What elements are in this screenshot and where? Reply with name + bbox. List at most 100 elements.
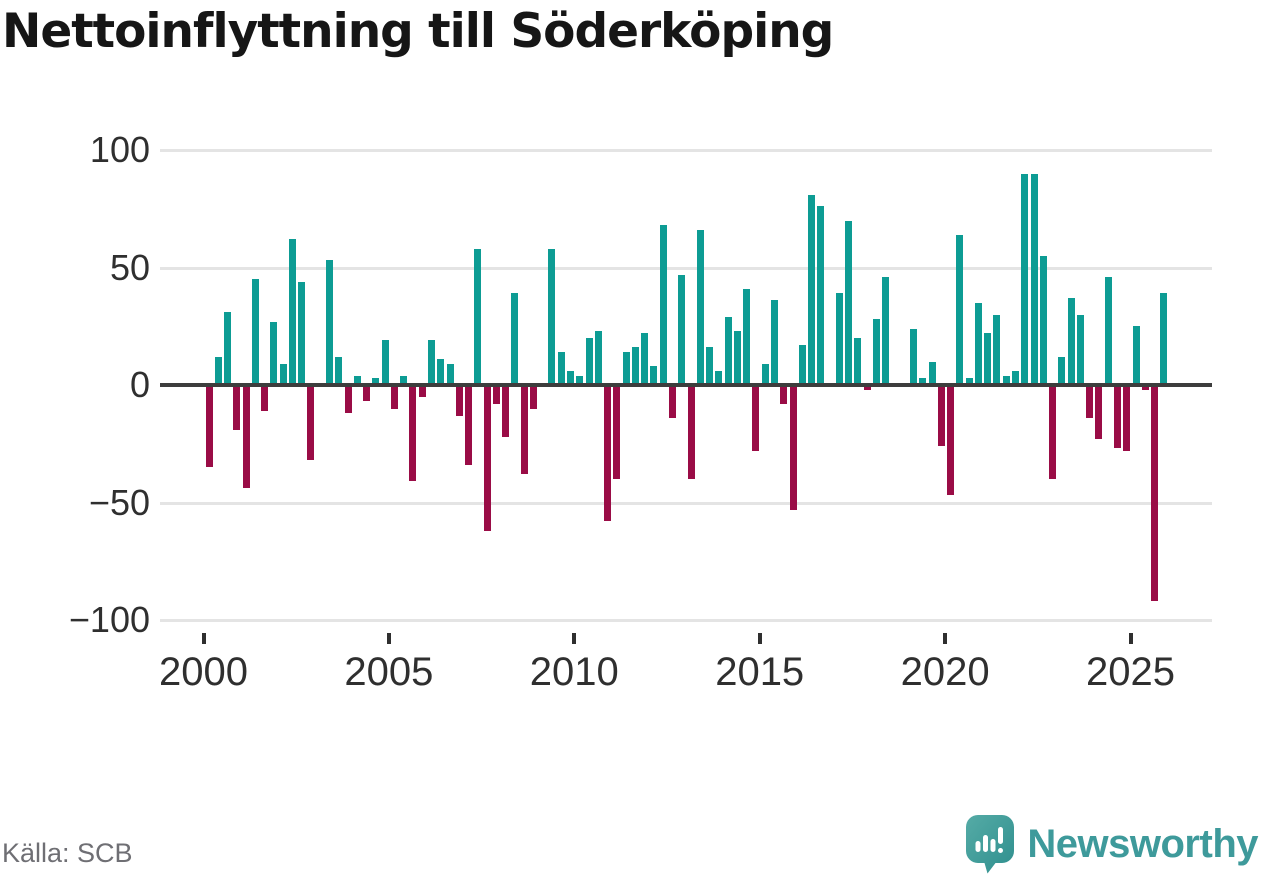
- bar-2024Q4: [1123, 385, 1131, 451]
- plot-area: [160, 149, 1212, 622]
- bar-2014Q4: [752, 385, 760, 451]
- bar-2016Q2: [808, 194, 816, 385]
- bar-2023Q2: [1067, 298, 1075, 385]
- bar-2015Q1: [761, 363, 769, 385]
- x-axis-label-2025: 2025: [1086, 650, 1175, 694]
- x-axis-label-2020: 2020: [900, 650, 990, 694]
- bar-2004Q2: [363, 385, 371, 402]
- bar-2008Q3: [520, 385, 528, 475]
- bar-2005Q2: [400, 375, 408, 385]
- bar-2003Q4: [344, 385, 352, 414]
- bar-2000Q3: [224, 312, 232, 385]
- bar-2020Q1: [947, 385, 955, 496]
- bar-2021Q4: [1011, 370, 1019, 385]
- bar-2023Q1: [1058, 356, 1066, 385]
- bar-2010Q1: [576, 375, 584, 385]
- bar-2005Q1: [390, 385, 398, 409]
- bar-2004Q3: [372, 377, 380, 385]
- bar-2007Q3: [483, 385, 491, 531]
- bar-2021Q3: [1002, 375, 1010, 385]
- bar-2009Q4: [567, 370, 575, 385]
- bar-2000Q4: [233, 385, 241, 430]
- bar-2008Q1: [502, 385, 510, 437]
- bar-2006Q1: [427, 340, 435, 385]
- bar-2005Q3: [409, 385, 417, 482]
- bar-2000Q2: [214, 356, 222, 385]
- bar-2015Q3: [780, 385, 788, 404]
- bar-2022Q3: [1039, 255, 1047, 385]
- x-axis-tick-2015: [757, 633, 762, 644]
- bar-2024Q2: [1104, 276, 1112, 385]
- x-axis-tick-2010: [572, 633, 577, 644]
- bar-2010Q4: [604, 385, 612, 522]
- bar-2019Q2: [919, 377, 927, 385]
- bar-2006Q3: [446, 363, 454, 385]
- bar-2013Q2: [696, 229, 704, 385]
- gridline-y-100: [160, 149, 1212, 152]
- bar-2003Q3: [335, 356, 343, 385]
- bar-2013Q4: [715, 370, 723, 385]
- bar-2006Q4: [455, 385, 463, 416]
- gridline-y--100: [160, 619, 1212, 622]
- bar-2003Q2: [326, 260, 333, 385]
- newsworthy-logo: Newsworthy: [965, 814, 1258, 874]
- x-axis-label-2000: 2000: [159, 650, 248, 694]
- bar-2018Q1: [872, 319, 880, 385]
- bar-2025Q2: [1141, 385, 1149, 390]
- bar-2012Q4: [678, 274, 686, 385]
- bar-2001Q2: [251, 279, 259, 385]
- bar-2010Q3: [594, 330, 602, 385]
- bar-2012Q1: [650, 366, 658, 385]
- bar-2007Q2: [474, 248, 482, 385]
- bar-2009Q2: [548, 248, 556, 385]
- bar-2017Q3: [854, 338, 862, 385]
- source-note: Källa: SCB: [2, 838, 133, 868]
- y-axis-label-0: 0: [129, 364, 150, 405]
- bar-2002Q1: [279, 363, 287, 385]
- bar-2013Q3: [706, 347, 714, 385]
- bar-2016Q1: [798, 345, 806, 385]
- bar-2001Q1: [242, 385, 250, 489]
- bar-2020Q3: [965, 377, 973, 385]
- bar-2006Q2: [437, 359, 445, 385]
- bar-2007Q1: [465, 385, 473, 465]
- x-axis-label-2015: 2015: [715, 650, 805, 694]
- bar-2022Q1: [1021, 173, 1029, 385]
- gridline-y-50: [160, 266, 1212, 270]
- bar-2001Q4: [270, 321, 278, 385]
- bar-2024Q3: [1113, 385, 1121, 449]
- bar-2014Q2: [733, 330, 741, 385]
- bar-2019Q1: [910, 328, 918, 385]
- newsworthy-speech-bubble-chart-icon: [965, 814, 1015, 874]
- bar-2010Q2: [585, 338, 593, 385]
- y-axis-label--100: −100: [68, 599, 150, 640]
- bar-2019Q3: [928, 361, 936, 385]
- x-axis-label-2005: 2005: [344, 650, 434, 694]
- y-axis-label-50: 50: [109, 246, 150, 288]
- bar-2023Q3: [1076, 314, 1084, 385]
- y-axis-label--50: −50: [88, 481, 150, 523]
- bar-2018Q2: [882, 276, 890, 385]
- bar-2001Q3: [261, 385, 269, 411]
- bar-2024Q1: [1095, 385, 1103, 440]
- bar-2004Q1: [353, 375, 361, 385]
- bar-2017Q2: [845, 220, 853, 385]
- bar-2011Q3: [631, 347, 639, 385]
- bar-2012Q2: [659, 225, 667, 385]
- bar-2011Q4: [641, 333, 649, 385]
- bar-2016Q3: [817, 206, 825, 385]
- bar-2002Q3: [298, 281, 306, 385]
- bar-2025Q4: [1160, 293, 1168, 385]
- x-axis-tick-2025: [1128, 633, 1133, 644]
- bar-2011Q1: [613, 385, 621, 479]
- bar-2020Q2: [956, 234, 964, 385]
- bar-2013Q1: [687, 385, 695, 479]
- x-axis-label-2010: 2010: [529, 650, 619, 694]
- bar-2021Q2: [993, 314, 1001, 385]
- bar-2015Q4: [789, 385, 797, 510]
- x-axis-tick-2020: [943, 633, 948, 644]
- bar-2004Q4: [381, 340, 389, 385]
- bar-2019Q4: [937, 385, 945, 447]
- bar-2005Q4: [418, 385, 426, 397]
